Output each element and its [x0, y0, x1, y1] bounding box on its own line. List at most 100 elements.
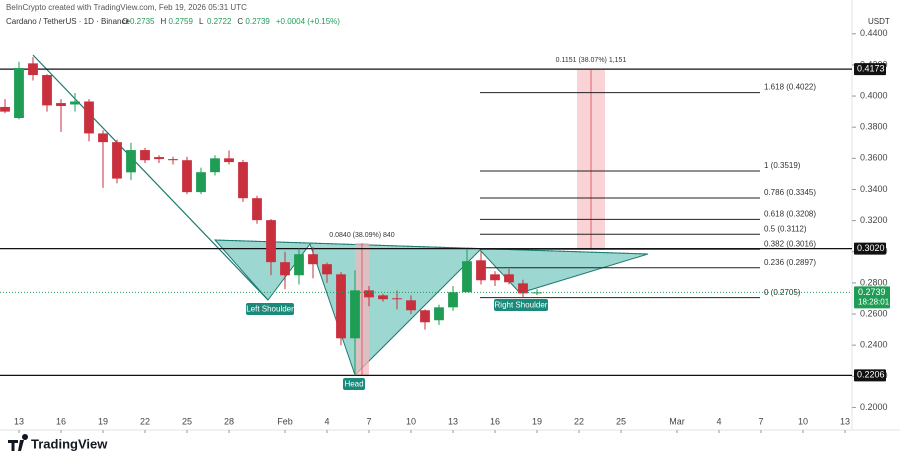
fib-label: 0.5 (0.3112) [764, 224, 807, 233]
candle-body [140, 150, 150, 161]
candle-body [210, 158, 220, 173]
target-label: 0.1151 (38.07%) 1,151 [556, 57, 627, 64]
fib-label: 1.618 (0.4022) [764, 83, 816, 92]
candle-body [84, 101, 94, 134]
current-price-label: 0.2739 [858, 287, 886, 297]
candle-body [266, 220, 276, 263]
symbol: Cardano / TetherUS · 1D · Binance [6, 17, 130, 26]
y-tick-label: 0.4400 [860, 28, 888, 38]
x-tick-label: 22 [574, 416, 584, 426]
label-box [494, 299, 548, 311]
level-box [854, 242, 886, 255]
candle-body [154, 157, 164, 160]
candle-body [280, 262, 290, 276]
y-tick-label: 0.3800 [860, 122, 888, 132]
candle-body [434, 307, 444, 321]
x-tick-label: 19 [532, 416, 542, 426]
candle-body [322, 264, 332, 275]
y-tick-label: 0.3400 [860, 184, 888, 194]
plot: 1.618 (0.4022) 1 (0.3519) 0.786 (0.3345) 0.… [0, 57, 852, 377]
candle-body [42, 75, 52, 106]
candle-body [182, 160, 192, 193]
right-shoulder-label: Right Shoulder [495, 301, 548, 310]
x-tick-label: 10 [406, 416, 416, 426]
candle-body [490, 274, 500, 281]
fib-label: 0.786 (0.3345) [764, 188, 816, 197]
candle-body [238, 162, 248, 199]
x-tick-label: 10 [798, 416, 808, 426]
label-box [343, 378, 365, 390]
y-tick-label: 0.2400 [860, 340, 888, 350]
y-tick-label: 0.4000 [860, 90, 888, 100]
fib-label: 0 (0.2705) [764, 288, 801, 297]
countdown: 18:28:01 [858, 297, 890, 306]
x-tick-label: 7 [366, 416, 371, 426]
level-box [854, 369, 886, 382]
candle-body [70, 101, 80, 105]
unit-label: USDT [868, 17, 890, 26]
x-tick-label: 28 [224, 416, 234, 426]
price-box [854, 286, 890, 309]
left-shoulder-label: Left Shoulder [246, 305, 294, 314]
x-tick-label: 4 [716, 416, 721, 426]
credit: BeInCrypto created with TradingView.com,… [6, 3, 247, 12]
candle-body [224, 158, 234, 163]
ohlc-key: L [199, 17, 204, 26]
x-tick-label: 13 [14, 416, 24, 426]
fib-label: 0.382 (0.3016) [764, 239, 816, 248]
logo: TradingView [31, 436, 108, 451]
candle-body [378, 295, 388, 300]
ohlc-value: 0.2722 [207, 17, 232, 26]
level-label: 0.4173 [857, 64, 885, 74]
candle-body [196, 172, 206, 193]
candle-body [0, 106, 10, 112]
candle-body [392, 298, 402, 300]
y-tick-label: 0.2800 [860, 277, 888, 287]
x-tick-label: 13 [448, 416, 458, 426]
label-box [246, 303, 294, 315]
x-tick-label: 16 [490, 416, 500, 426]
logo-icon [8, 434, 29, 451]
ohlc-key: C [237, 17, 243, 26]
candle-body [294, 254, 304, 276]
x-tick-label: 4 [324, 416, 329, 426]
candle-body [504, 274, 514, 283]
measure-label: 0.0840 (38.09%) 840 [329, 232, 394, 239]
candle-body [448, 292, 458, 308]
change: +0.0004 (+0.15%) [276, 17, 340, 26]
x-tick-label: 16 [56, 416, 66, 426]
ohlc-key: H [160, 17, 166, 26]
ohlc-value: 0.2739 [245, 17, 270, 26]
candle-body [420, 310, 430, 323]
candle-body [462, 261, 472, 293]
head-label: Head [344, 380, 363, 389]
candle-body [476, 260, 486, 281]
candle-body [98, 133, 108, 143]
candle-body [112, 142, 122, 179]
candle-body [308, 254, 318, 265]
candle-body [518, 283, 528, 294]
y-tick-label: 0.2600 [860, 308, 888, 318]
neckline [214, 239, 649, 255]
ohlc-key: O [122, 17, 128, 26]
x-tick-label: 13 [840, 416, 850, 426]
trendline [32, 54, 269, 301]
candle-body [252, 198, 262, 221]
candle-body [350, 290, 360, 339]
y-tick-label: 0.3200 [860, 215, 888, 225]
fib-label: 1 (0.3519) [764, 161, 801, 170]
x-tick-label: 25 [616, 416, 626, 426]
candle-body [126, 150, 136, 173]
ohlc-value: 0.2759 [168, 17, 193, 26]
candle-body [364, 290, 374, 298]
candle-body [14, 68, 24, 119]
fib-label: 0.618 (0.3208) [764, 209, 816, 218]
y-tick-label: 0.3600 [860, 153, 888, 163]
x-tick-label: Mar [669, 416, 685, 426]
level-label: 0.2206 [857, 370, 885, 380]
candle-body [406, 300, 416, 311]
ohlc-readout: O 0.2735 H 0.2759 L 0.2722 C 0.2739 +0.0004 (+0.… [122, 17, 340, 26]
ohlc-value: 0.2735 [130, 17, 155, 26]
